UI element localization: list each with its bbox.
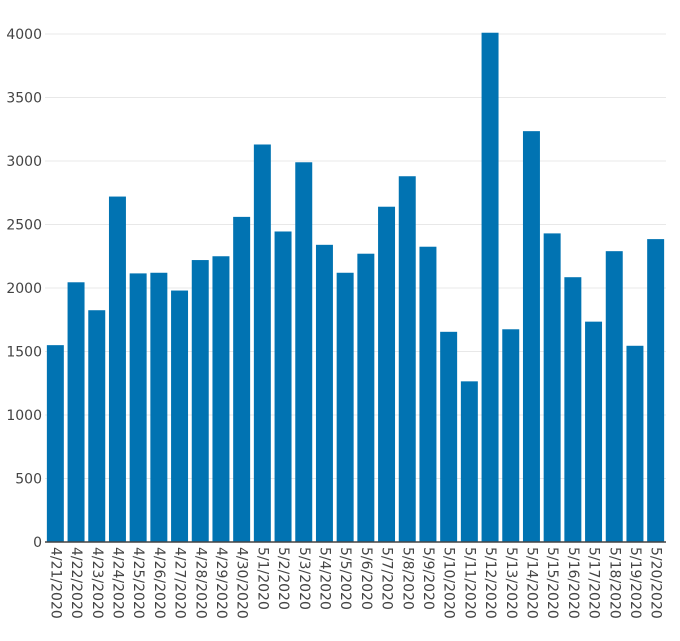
bar [543, 233, 561, 542]
x-tick-label: 5/10/2020 [441, 547, 457, 619]
bar [481, 32, 499, 542]
x-tick-label: 4/21/2020 [47, 547, 63, 619]
x-tick-label: 5/17/2020 [586, 547, 602, 619]
bar [46, 345, 64, 542]
x-tick-label: 5/20/2020 [648, 547, 664, 619]
x-tick-label: 5/8/2020 [399, 547, 415, 610]
x-axis: 4/21/2020 4/22/2020 4/23/2020 4/24/2020 4/25… [47, 547, 663, 619]
x-tick-label: 5/6/2020 [358, 547, 374, 610]
bar [150, 272, 168, 542]
y-tick-label: 500 [15, 472, 42, 488]
bar [522, 131, 540, 542]
bar [88, 310, 106, 542]
x-tick-label: 5/4/2020 [316, 547, 332, 610]
x-tick-label: 4/24/2020 [109, 547, 125, 619]
bar [212, 256, 230, 542]
x-tick-label: 5/9/2020 [420, 547, 436, 610]
x-tick-label: 4/22/2020 [68, 547, 84, 619]
bar [67, 282, 85, 542]
x-tick-label: 5/18/2020 [606, 547, 622, 619]
x-tick-label: 5/2/2020 [275, 547, 291, 610]
bars [45, 32, 666, 543]
bar [626, 345, 644, 542]
bar [253, 144, 271, 543]
x-tick-label: 5/1/2020 [254, 547, 270, 610]
x-tick-label: 4/27/2020 [172, 547, 188, 619]
y-axis: 0 500 1000 1500 2000 2500 3000 3500 4000 [6, 27, 42, 551]
bar [274, 231, 292, 543]
x-tick-label: 4/28/2020 [192, 547, 208, 619]
x-tick-label: 4/29/2020 [213, 547, 229, 619]
bar [502, 329, 520, 542]
bar [108, 196, 126, 542]
gridlines [45, 33, 666, 479]
x-tick-label: 5/19/2020 [627, 547, 643, 619]
y-tick-label: 2000 [6, 281, 42, 297]
bar [336, 272, 354, 542]
x-tick-label: 5/15/2020 [544, 547, 560, 619]
y-tick-label: 1500 [6, 345, 42, 361]
bar [357, 253, 375, 542]
x-tick-label: 4/30/2020 [234, 547, 250, 619]
bar [191, 260, 209, 542]
y-tick-label: 3000 [6, 154, 42, 170]
x-tick-label: 5/13/2020 [503, 547, 519, 619]
bar [233, 216, 251, 542]
y-tick-label: 0 [33, 535, 42, 551]
bar [171, 290, 189, 542]
bar [295, 162, 313, 542]
bar [585, 321, 603, 542]
bar [647, 239, 665, 543]
x-tick-label: 4/26/2020 [151, 547, 167, 619]
x-tick-label: 5/5/2020 [337, 547, 353, 610]
x-tick-label: 5/3/2020 [296, 547, 312, 610]
x-tick-label: 5/12/2020 [482, 547, 498, 619]
x-tick-label: 4/23/2020 [89, 547, 105, 619]
x-tick-label: 5/16/2020 [565, 547, 581, 619]
bar [129, 273, 147, 542]
bar [398, 176, 416, 543]
y-tick-label: 4000 [6, 27, 42, 43]
bar [605, 251, 623, 543]
bar [315, 244, 333, 542]
y-tick-label: 1000 [6, 408, 42, 424]
bar [378, 206, 396, 542]
bar [564, 277, 582, 542]
bar [419, 246, 437, 542]
bar [460, 381, 478, 542]
x-tick-label: 4/25/2020 [130, 547, 146, 619]
x-tick-label: 5/11/2020 [461, 547, 477, 619]
x-tick-label: 5/7/2020 [379, 547, 395, 610]
y-tick-label: 2500 [6, 218, 42, 234]
x-tick-label: 5/14/2020 [523, 547, 539, 619]
bar [440, 331, 458, 542]
y-tick-label: 3500 [6, 91, 42, 107]
